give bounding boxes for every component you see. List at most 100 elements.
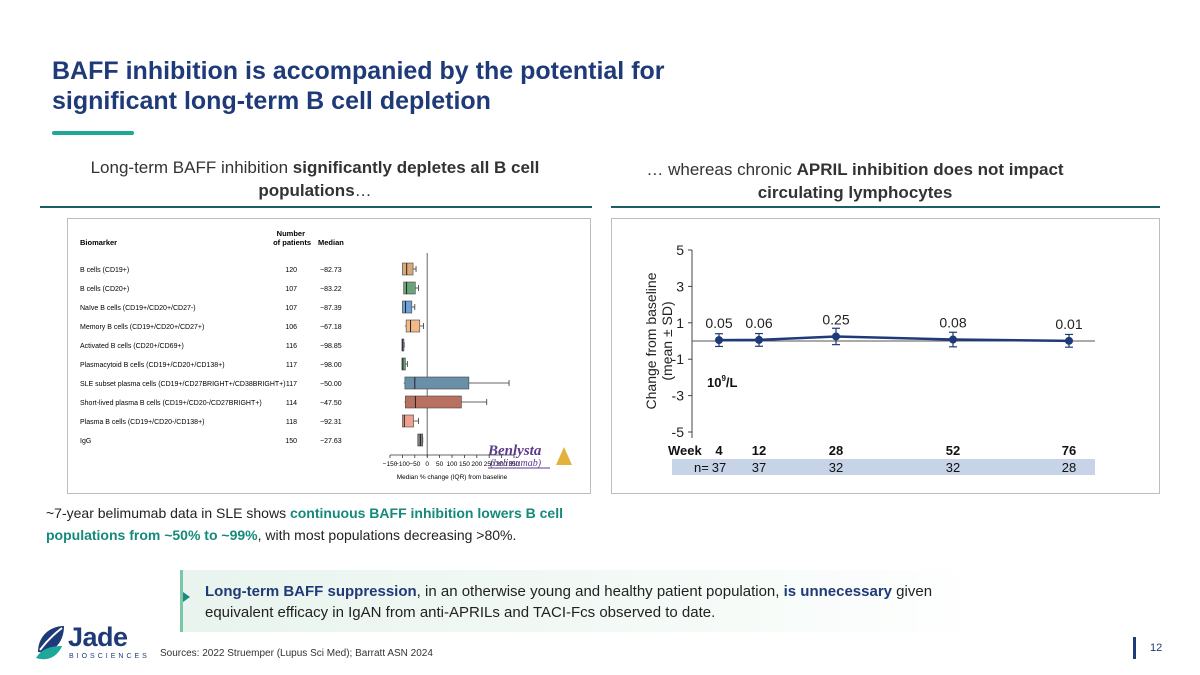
unit-suffix: /L: [726, 375, 738, 390]
n-value: 32: [829, 460, 843, 475]
callout-bold-1: Long-term BAFF suppression: [205, 583, 417, 600]
callout-text: Long-term BAFF suppression, in an otherw…: [205, 581, 985, 623]
callout-arrow-icon: [183, 592, 190, 602]
x-tick-label: −50: [409, 461, 420, 468]
row-patients: 114: [286, 400, 297, 407]
y-tick-label: 3: [676, 278, 684, 294]
row-patients: 107: [285, 286, 297, 293]
data-point: [755, 335, 763, 344]
row-biomarker: Plasma B cells (CD19+/CD20-/CD138+): [80, 419, 205, 426]
row-median: −50.00: [320, 381, 342, 388]
y-axis-label-1: Change from baseline: [643, 272, 659, 409]
header-patients-1: Number: [277, 229, 305, 238]
week-value: 76: [1062, 443, 1076, 458]
row-median: −27.63: [320, 438, 342, 445]
right-subtitle-pre: … whereas chronic: [646, 160, 797, 179]
row-patients: 117: [286, 381, 297, 388]
row-iqr-box: [402, 414, 414, 428]
y-tick-label: 1: [676, 315, 684, 331]
mean-change-line: [718, 335, 1070, 343]
row-iqr-box: [404, 376, 470, 390]
y-tick-label: -3: [672, 388, 685, 404]
chart-caption: ~7-year belimumab data in SLE shows cont…: [46, 502, 606, 546]
page-title: BAFF inhibition is accompanied by the po…: [52, 56, 812, 116]
x-tick-label: 150: [459, 461, 470, 468]
row-median: −83.22: [320, 286, 342, 293]
header-median: Median: [318, 238, 344, 247]
row-median: −82.73: [320, 267, 342, 274]
data-label: 0.06: [745, 315, 772, 331]
caption-post: , with most populations decreasing >80%.: [257, 527, 517, 543]
left-subtitle-bold: significantly depletes all B cell popula…: [258, 158, 540, 200]
x-tick-label: 100: [447, 461, 458, 468]
x-tick-label: 300: [496, 461, 507, 468]
right-divider: [611, 206, 1160, 208]
benlysta-generic: (belimumab): [490, 458, 542, 469]
n-header: n=: [694, 460, 709, 475]
callout-bold-2: is unnecessary: [783, 583, 893, 600]
row-biomarker: B cells (CD19+): [80, 267, 129, 274]
page-number-bar: [1133, 637, 1136, 659]
april-lymphocyte-chart: 5 3 1 -1 -3 -5 Change from baseline (mean ± SD)…: [611, 218, 1160, 494]
row-iqr-box: [405, 319, 421, 333]
n-value: 28: [1062, 460, 1076, 475]
left-subtitle-pre: Long-term BAFF inhibition: [90, 158, 293, 177]
row-iqr-box: [403, 281, 416, 295]
data-point: [1065, 336, 1073, 345]
benlysta-brand: Benlysta: [488, 443, 542, 459]
row-patients: 150: [285, 438, 297, 445]
week-value: 4: [715, 443, 723, 458]
unit-base: 10: [707, 375, 721, 390]
data-point: [832, 332, 840, 341]
week-value: 52: [946, 443, 960, 458]
week-value: 12: [752, 443, 766, 458]
benlysta-logo: Benlysta (belimumab): [488, 443, 578, 469]
n-row-background: [672, 459, 1095, 475]
caption-highlight: continuous BAFF inhibition lowers B cell…: [46, 505, 563, 543]
left-subtitle: Long-term BAFF inhibition significantly …: [60, 156, 570, 202]
row-median: −47.50: [320, 400, 342, 407]
row-median: −67.18: [320, 324, 342, 331]
row-iqr-box: [402, 262, 414, 276]
unit-superscript: 9: [721, 374, 726, 383]
n-value: 32: [946, 460, 960, 475]
y-tick-label: -5: [672, 424, 685, 440]
header-biomarker: Biomarker: [80, 238, 117, 247]
x-tick-label: 250: [484, 461, 495, 468]
right-subtitle: … whereas chronic APRIL inhibition does …: [605, 158, 1105, 204]
key-message-callout: Long-term BAFF suppression, in an otherw…: [180, 570, 980, 632]
x-axis-label: Median % change (IQR) from baseline: [397, 474, 508, 481]
x-tick-label: 0: [425, 461, 429, 468]
row-biomarker: B cells (CD20+): [80, 286, 129, 293]
row-biomarker: Short-lived plasma B cells (CD19+/CD20-/…: [80, 400, 262, 407]
row-biomarker: Memory B cells (CD19+/CD20+/CD27+): [80, 324, 204, 331]
row-iqr-box: [405, 395, 462, 409]
n-value: 37: [712, 460, 726, 475]
sources-footnote: Sources: 2022 Struemper (Lupus Sci Med);…: [160, 648, 433, 659]
data-label: 0.05: [705, 315, 732, 331]
right-subtitle-bold: APRIL inhibition does not impact circula…: [757, 160, 1064, 202]
data-point: [715, 336, 723, 345]
week-header: Week: [668, 443, 702, 458]
belimumab-biomarker-chart: Biomarker Number of patients Median B cells …: [67, 218, 591, 494]
row-biomarker: SLE subset plasma cells (CD19+/CD27BRIGH…: [80, 381, 286, 388]
y-axis-label-2: (mean ± SD): [659, 301, 675, 380]
left-subtitle-post: …: [354, 181, 372, 200]
jade-logo: Jade BIOSCIENCES: [34, 622, 147, 664]
x-tick-label: −150: [383, 461, 398, 468]
left-divider: [40, 206, 592, 208]
callout-text-1: , in an otherwise young and healthy pati…: [416, 583, 784, 600]
row-median: −98.85: [320, 343, 342, 350]
caption-pre: ~7-year belimumab data in SLE shows: [46, 505, 290, 521]
header-patients-2: of patients: [273, 238, 311, 247]
row-iqr-box: [401, 357, 406, 371]
row-median: −92.31: [320, 419, 342, 426]
row-median: −87.39: [320, 305, 342, 312]
x-tick-label: 200: [471, 461, 482, 468]
data-label: 0.01: [1055, 316, 1082, 332]
row-patients: 118: [286, 419, 297, 426]
row-biomarker: Activated B cells (CD20+/CD69+): [80, 343, 184, 350]
data-label: 0.25: [822, 311, 849, 327]
row-biomarker: IgG: [80, 438, 91, 445]
